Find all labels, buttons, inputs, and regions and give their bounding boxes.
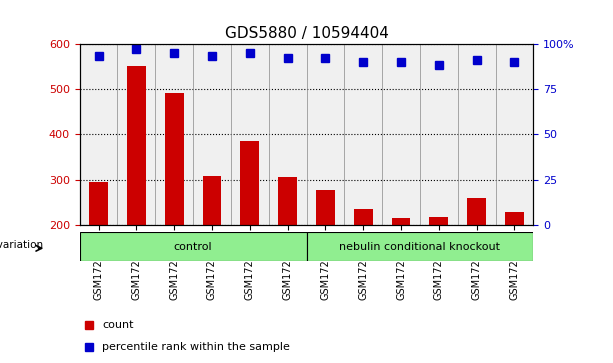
Bar bbox=[165, 93, 184, 225]
Bar bbox=[231, 44, 268, 225]
Bar bbox=[467, 198, 486, 225]
Title: GDS5880 / 10594404: GDS5880 / 10594404 bbox=[224, 26, 389, 41]
Bar bbox=[127, 66, 146, 225]
Bar bbox=[354, 209, 373, 225]
Bar bbox=[240, 141, 259, 225]
Text: control: control bbox=[173, 242, 213, 252]
Bar bbox=[268, 44, 306, 225]
Bar bbox=[458, 44, 495, 225]
Bar bbox=[118, 44, 155, 225]
Bar bbox=[155, 44, 193, 225]
Text: percentile rank within the sample: percentile rank within the sample bbox=[102, 342, 290, 352]
Bar bbox=[392, 218, 411, 225]
Bar bbox=[193, 44, 231, 225]
Bar bbox=[420, 44, 458, 225]
Bar bbox=[345, 44, 382, 225]
Bar bbox=[316, 189, 335, 225]
Bar bbox=[202, 176, 221, 225]
Text: nebulin conditional knockout: nebulin conditional knockout bbox=[340, 242, 500, 252]
Bar bbox=[495, 44, 533, 225]
Bar bbox=[429, 217, 448, 225]
Bar bbox=[89, 182, 108, 225]
Text: count: count bbox=[102, 320, 134, 330]
Bar bbox=[80, 232, 306, 261]
Bar bbox=[306, 232, 533, 261]
Bar bbox=[306, 44, 345, 225]
Text: genotype/variation: genotype/variation bbox=[0, 240, 44, 250]
Bar bbox=[278, 176, 297, 225]
Bar bbox=[382, 44, 420, 225]
Bar bbox=[80, 44, 118, 225]
Bar bbox=[505, 212, 524, 225]
